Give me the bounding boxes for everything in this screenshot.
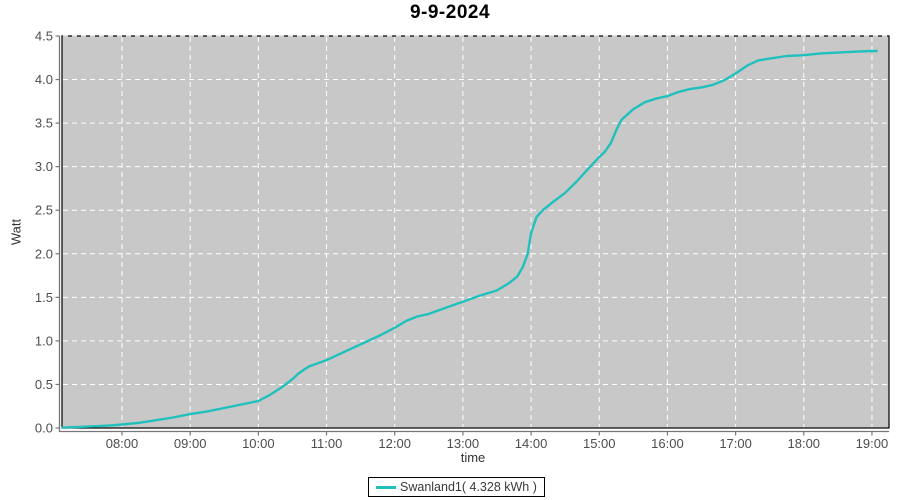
x-tick-label: 19:00	[856, 436, 889, 451]
y-tick-label: 0.5	[35, 377, 53, 392]
y-tick-label: 4.5	[35, 29, 53, 44]
y-tick-label: 4.0	[35, 72, 53, 87]
chart-title: 9-9-2024	[409, 2, 491, 23]
series-color-swatch	[376, 485, 396, 489]
x-tick-label: 08:00	[106, 436, 139, 451]
x-axis-title: time	[460, 450, 486, 465]
x-tick-label: 11:00	[311, 436, 343, 451]
x-tick-label: 10:00	[242, 436, 275, 451]
y-tick-label: 3.5	[35, 116, 53, 131]
legend: Swanland1( 4.328 kWh )	[368, 477, 545, 497]
x-tick-label: 15:00	[583, 436, 616, 451]
y-tick-label: 1.5	[35, 290, 53, 305]
y-tick-label: 2.0	[35, 246, 53, 261]
y-tick-label: 1.0	[35, 333, 53, 348]
x-tick-label: 16:00	[651, 436, 684, 451]
y-tick-label: 3.0	[35, 159, 53, 174]
series-line	[61, 49, 878, 429]
x-tick-label: 18:00	[788, 436, 821, 451]
y-tick-label: 2.5	[35, 203, 53, 218]
x-tick-label: 14:00	[515, 436, 548, 451]
x-tick-label: 13:00	[447, 436, 480, 451]
x-tick-label: 17:00	[719, 436, 752, 451]
plot-area	[61, 35, 890, 429]
x-tick-label: 12:00	[378, 436, 411, 451]
y-tick-label: 0.0	[35, 421, 53, 436]
x-tick-label: 09:00	[174, 436, 207, 451]
legend-label: Swanland1( 4.328 kWh )	[400, 480, 537, 494]
